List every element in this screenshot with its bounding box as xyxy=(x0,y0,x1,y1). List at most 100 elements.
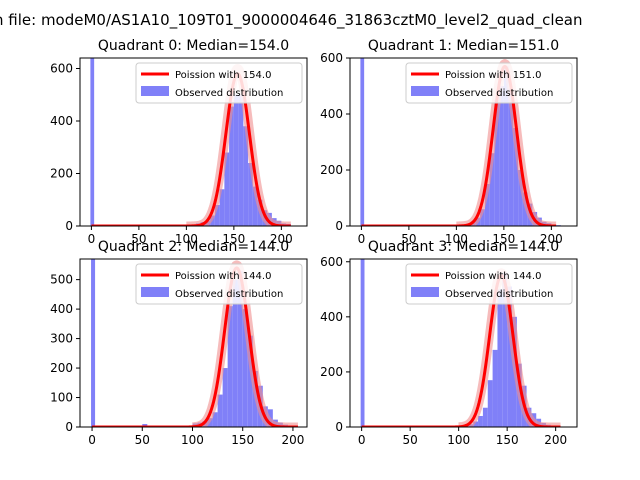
x-tick-label: 50 xyxy=(135,433,150,447)
x-tick-label: 50 xyxy=(131,232,146,246)
panel-1: 0 50 100 150 200 0 200 400 600 Quadrant 1: Median… xyxy=(320,38,578,246)
panel-title: Quadrant 3: Median=144.0 xyxy=(368,239,559,255)
histogram-bar xyxy=(214,205,220,226)
histogram-bar xyxy=(243,126,249,226)
x-tick-label: 100 xyxy=(181,433,204,447)
histogram-bar xyxy=(513,128,519,226)
x-tick-label: 0 xyxy=(358,433,366,447)
x-tick-label: 0 xyxy=(358,232,366,246)
y-tick-label: 600 xyxy=(320,255,343,269)
histogram-bar xyxy=(473,421,479,427)
x-tick-label: 50 xyxy=(403,433,418,447)
histogram-bar xyxy=(224,152,230,226)
y-tick-label: 200 xyxy=(50,361,73,375)
y-tick-label: 400 xyxy=(50,114,73,128)
histogram-bar xyxy=(518,170,523,226)
histogram-bar xyxy=(247,335,253,427)
legend-box xyxy=(405,263,573,305)
histogram-bar xyxy=(210,215,215,226)
histogram-spike-bar xyxy=(91,259,96,427)
y-tick-label: 400 xyxy=(320,107,343,121)
x-tick-label: 150 xyxy=(222,232,245,246)
x-tick-label: 150 xyxy=(492,232,515,246)
histogram-bar xyxy=(507,286,513,427)
legend-bar-swatch xyxy=(141,86,169,96)
legend-label-poisson: Poission with 144.0 xyxy=(175,271,271,282)
legend-label-observed: Observed distribution xyxy=(175,289,283,300)
legend-label-observed: Observed distribution xyxy=(175,88,283,99)
panel-2: 0 50 100 150 200 0 100 200 300 400 500 Quadrant 2: … xyxy=(50,239,308,447)
histogram-bar xyxy=(233,94,239,226)
x-tick-label: 200 xyxy=(540,232,563,246)
y-tick-label: 0 xyxy=(335,219,343,233)
histogram-bar xyxy=(502,272,508,427)
legend-label-poisson: Poission with 154.0 xyxy=(175,70,271,81)
histogram-bar xyxy=(494,100,500,226)
histogram-bar xyxy=(487,380,493,427)
histogram-bar xyxy=(242,309,248,427)
histogram-bar xyxy=(229,106,234,226)
legend-box xyxy=(405,62,573,104)
panel-3: 0 50 100 150 200 0 200 400 600 Quadrant 3: Median… xyxy=(320,239,578,447)
legend-bar-swatch xyxy=(141,287,169,297)
x-tick-label: 0 xyxy=(88,433,96,447)
y-tick-label: 200 xyxy=(320,365,343,379)
x-tick-label: 50 xyxy=(401,232,416,246)
x-tick-label: 100 xyxy=(447,433,470,447)
histogram-bar xyxy=(480,209,485,226)
histogram-bar xyxy=(237,270,243,427)
legend-bar-swatch xyxy=(411,86,439,96)
y-tick-label: 400 xyxy=(50,302,73,316)
y-tick-label: 500 xyxy=(50,273,73,287)
legend-label-poisson: Poission with 144.0 xyxy=(445,271,541,282)
x-tick-label: 150 xyxy=(496,433,519,447)
y-tick-label: 200 xyxy=(320,163,343,177)
histogram-spike-bar xyxy=(360,259,365,427)
legend-label-observed: Observed distribution xyxy=(445,88,553,99)
figure-suptitle: n file: modeM0/AS1A10_109T01_9000004646_… xyxy=(0,11,583,30)
histogram-bar xyxy=(248,163,253,226)
y-tick-label: 0 xyxy=(335,420,343,434)
histogram-bar xyxy=(492,349,498,427)
legend-label-observed: Observed distribution xyxy=(445,289,553,300)
y-tick-label: 300 xyxy=(50,332,73,346)
histogram-bar xyxy=(212,412,218,427)
histogram-bar xyxy=(499,86,504,226)
x-tick-label: 150 xyxy=(231,433,254,447)
legend-bar-swatch xyxy=(411,287,439,297)
histogram-bar xyxy=(252,186,258,226)
axes-frame xyxy=(79,258,308,428)
histogram-bar xyxy=(503,66,509,226)
histogram-bar xyxy=(227,306,233,427)
histogram-bar xyxy=(217,394,223,427)
panel-0: 0 50 100 150 200 0 200 400 600 Quadrant 0: Median… xyxy=(50,38,308,246)
histogram-bar xyxy=(484,184,490,226)
y-tick-label: 600 xyxy=(320,51,343,65)
histogram-bar xyxy=(232,279,238,427)
x-tick-label: 200 xyxy=(544,433,567,447)
axes-frame xyxy=(349,57,578,227)
histogram-bar xyxy=(478,415,483,427)
x-tick-label: 200 xyxy=(270,232,293,246)
panel-title: Quadrant 0: Median=154.0 xyxy=(98,38,289,54)
axes-frame xyxy=(79,57,308,227)
axes-frame xyxy=(349,258,578,428)
histogram-bar xyxy=(508,88,514,226)
panel-title: Quadrant 1: Median=151.0 xyxy=(368,38,559,54)
histogram-bar xyxy=(497,289,503,427)
legend-box xyxy=(135,263,303,305)
y-tick-label: 200 xyxy=(50,167,73,181)
histogram-spike-bar xyxy=(90,58,95,226)
x-tick-label: 200 xyxy=(281,433,304,447)
histogram-spike-bar xyxy=(360,58,365,226)
y-tick-label: 0 xyxy=(65,420,73,434)
x-tick-label: 100 xyxy=(445,232,468,246)
y-tick-label: 0 xyxy=(65,219,73,233)
x-tick-label: 0 xyxy=(88,232,96,246)
histogram-bar xyxy=(489,153,495,226)
histogram-bar xyxy=(238,94,244,226)
legend-label-poisson: Poission with 151.0 xyxy=(445,70,541,81)
y-tick-label: 600 xyxy=(50,62,73,76)
histogram-bar xyxy=(222,368,228,427)
